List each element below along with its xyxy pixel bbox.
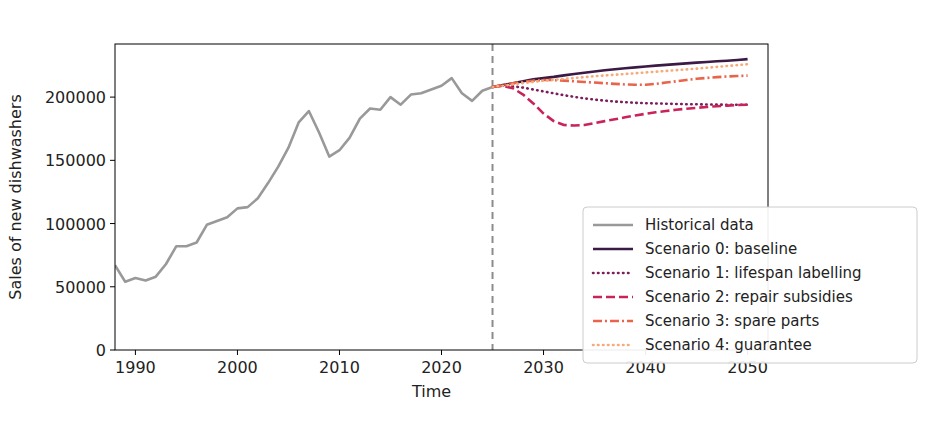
legend-swatch [593,296,633,299]
x-tick [543,350,544,355]
x-tick-label: 2020 [421,358,462,377]
series-line [493,76,748,87]
y-tick [110,223,115,224]
y-tick [110,97,115,98]
legend-label: Scenario 2: repair subsidies [645,288,853,306]
x-tick-label: 2030 [523,358,564,377]
series-line [115,78,493,282]
x-tick-label: 2000 [217,358,258,377]
x-tick-label: 1990 [115,358,156,377]
legend-swatch [593,248,633,251]
reference-line [492,44,494,350]
legend-swatch [593,344,633,347]
legend-box [583,207,917,363]
y-tick-label: 100000 [45,215,106,234]
x-tick [237,350,238,355]
y-tick-label: 0 [96,341,106,360]
legend-swatch [593,272,633,275]
legend-label: Scenario 1: lifespan labelling [645,264,862,282]
x-tick [441,350,442,355]
legend: Historical data Scenario 0: baseline Scena… [583,207,917,363]
x-tick [339,350,340,355]
y-tick [110,160,115,161]
legend-swatch [593,320,633,323]
legend-swatch [593,224,633,227]
x-tick [135,350,136,355]
y-tick-label: 50000 [55,278,106,297]
legend-label: Scenario 3: spare parts [645,312,819,330]
series-line [493,64,748,87]
x-tick-label: 2010 [319,358,360,377]
series-line [493,59,748,87]
legend-label: Scenario 4: guarantee [645,336,812,354]
y-tick [110,286,115,287]
legend-label: Scenario 0: baseline [645,240,797,258]
chart: 0 50000 100000 150000 200000 1990 2000 2010 2020… [0,0,925,437]
legend-label: Historical data [645,216,754,234]
y-tick-label: 200000 [45,88,106,107]
y-tick-label: 150000 [45,151,106,170]
x-axis-label: Time [411,382,451,401]
series-line [493,86,748,126]
y-axis-label: Sales of new dishwashers [6,94,25,300]
y-tick [110,350,115,351]
